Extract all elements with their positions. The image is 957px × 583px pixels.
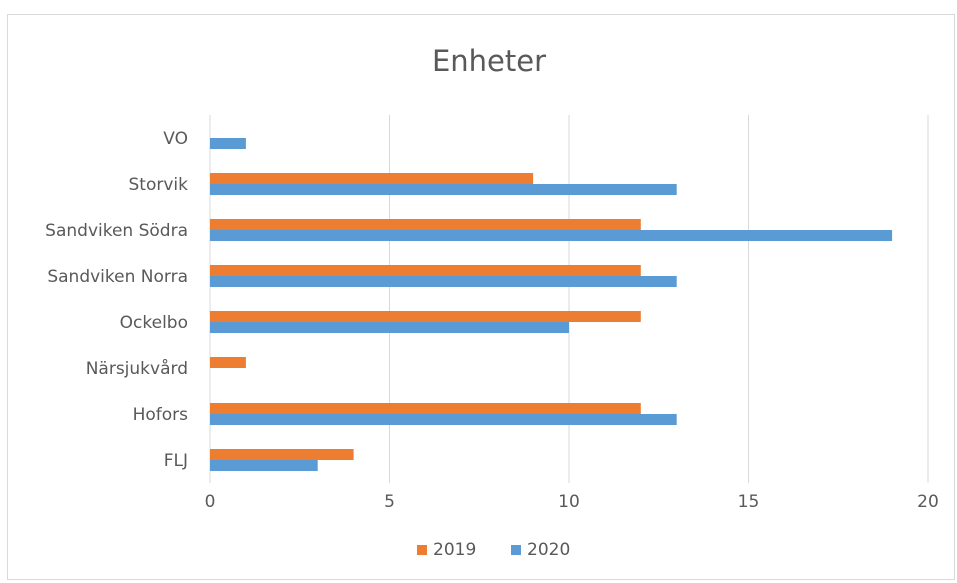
bar-2019-hofors: [210, 403, 641, 414]
legend-label: 2019: [433, 540, 476, 560]
legend-swatch: [511, 545, 521, 555]
x-tick-label: 15: [738, 492, 760, 512]
legend-swatch: [417, 545, 427, 555]
bar-2020-ockelbo: [210, 322, 569, 333]
category-label: Närsjukvård: [86, 358, 188, 379]
bar-2019-storvik: [210, 173, 534, 184]
bar-2020-sandviken-södra: [210, 230, 893, 241]
category-label: Sandviken Södra: [45, 221, 188, 241]
category-label: FLJ: [164, 451, 188, 471]
bar-chart: Enheter VO Storvik Sandviken Södra Sandvike…: [45, 44, 939, 560]
bar-2019-ockelbo: [210, 311, 641, 322]
bar-2020-hofors: [210, 414, 677, 425]
x-tick-label: 20: [917, 492, 939, 512]
x-tick-label: 0: [205, 492, 216, 512]
category-labels: VO Storvik Sandviken Södra Sandviken Norra O…: [45, 129, 188, 471]
category-label: Ockelbo: [120, 313, 188, 333]
chart-title: Enheter: [432, 44, 546, 78]
category-label: Sandviken Norra: [47, 267, 188, 287]
bar-2019-närsjukvård: [210, 357, 246, 368]
category-label: VO: [163, 129, 188, 149]
gridlines: [209, 115, 929, 483]
x-tick-label: 10: [558, 492, 580, 512]
bar-2019-sandviken-norra: [210, 265, 641, 276]
chart-container: Enheter VO Storvik Sandviken Södra Sandvike…: [7, 14, 955, 580]
bar-2020-vo: [210, 138, 246, 149]
x-tick-label: 5: [384, 492, 395, 512]
category-label: Storvik: [129, 175, 189, 195]
category-label: Hofors: [133, 405, 189, 425]
bar-2019-flj: [210, 449, 354, 460]
bars: [210, 138, 893, 471]
legend-label: 2020: [527, 540, 570, 560]
bar-2020-flj: [210, 460, 318, 471]
legend: 2019 2020: [417, 540, 570, 560]
bar-2020-storvik: [210, 184, 677, 195]
x-axis-tick-labels: 0 5 10 15 20: [205, 492, 939, 512]
bar-2019-sandviken-södra: [210, 219, 641, 230]
bar-2020-sandviken-norra: [210, 276, 677, 287]
